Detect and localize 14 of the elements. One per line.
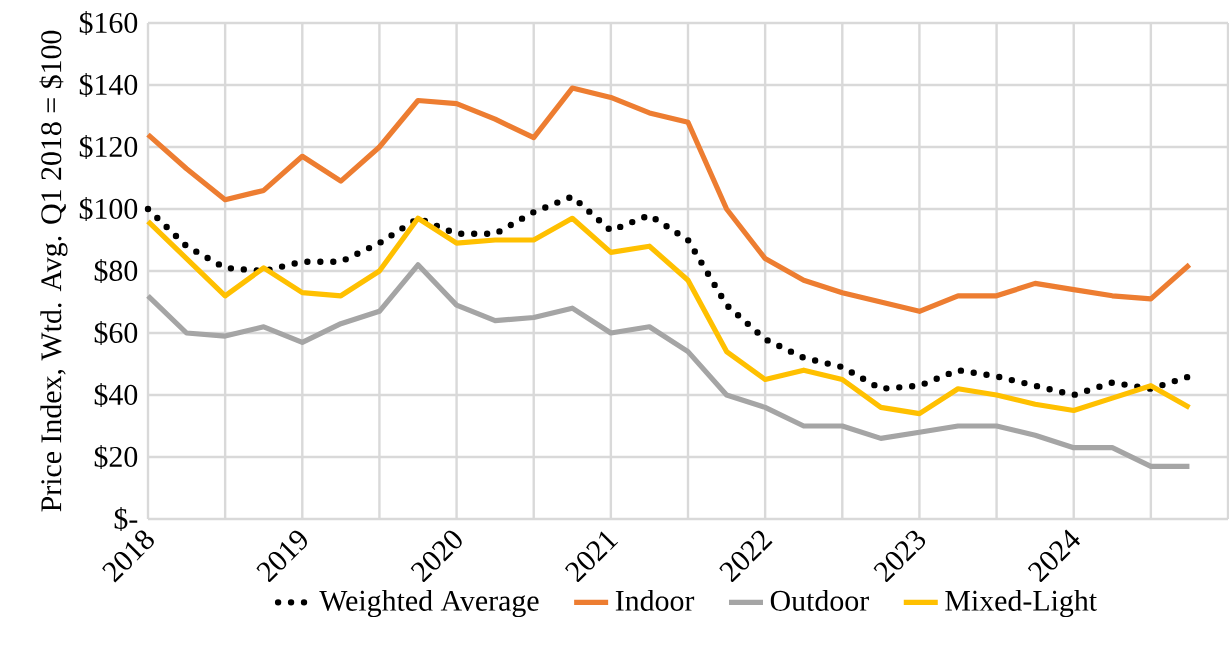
legend-label: Mixed-Light bbox=[945, 589, 1097, 618]
y-tick-label: $20 bbox=[94, 445, 138, 469]
y-tick-label: $100 bbox=[79, 197, 138, 221]
legend-label: Weighted Average bbox=[319, 589, 539, 618]
y-tick-label: $40 bbox=[94, 383, 138, 407]
y-tick-label: $120 bbox=[79, 135, 138, 159]
legend-label: Indoor bbox=[615, 589, 695, 611]
y-tick-label: $80 bbox=[94, 259, 138, 283]
y-tick-label: $140 bbox=[79, 73, 138, 97]
legend-label: Outdoor bbox=[770, 589, 869, 611]
y-tick-label: $160 bbox=[79, 11, 138, 35]
y-tick-label: $60 bbox=[94, 321, 138, 345]
y-tick-label: $- bbox=[114, 507, 138, 531]
y-axis-title: Price Index, Wtd. Avg. Q1 2018 = $100 bbox=[39, 30, 68, 512]
